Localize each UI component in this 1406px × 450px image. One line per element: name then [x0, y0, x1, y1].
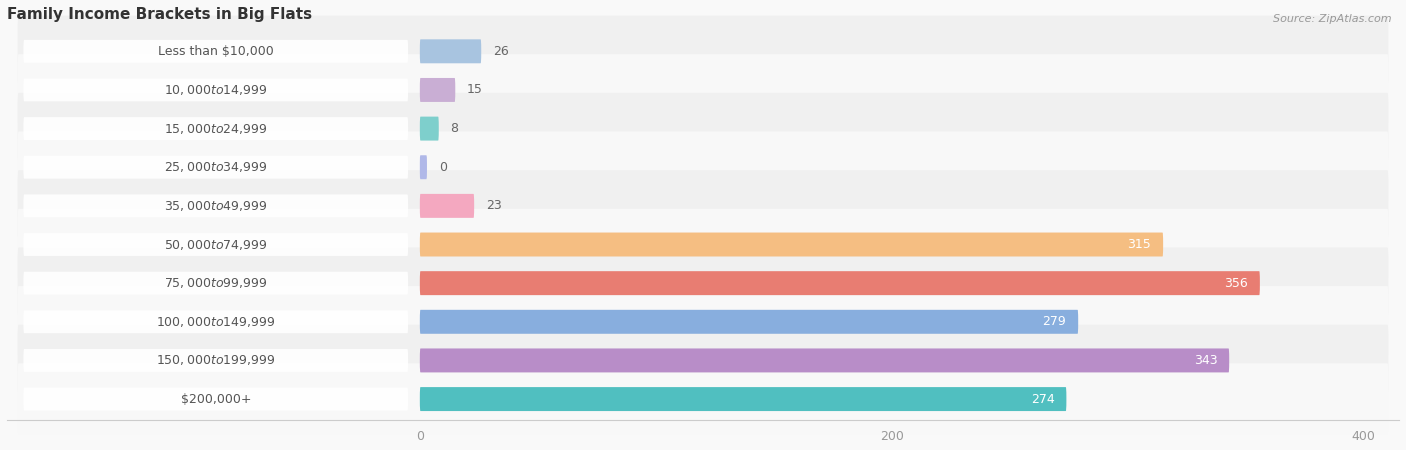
Text: 315: 315	[1128, 238, 1152, 251]
FancyBboxPatch shape	[420, 348, 1229, 373]
Text: $100,000 to $149,999: $100,000 to $149,999	[156, 315, 276, 329]
FancyBboxPatch shape	[24, 349, 408, 372]
Text: 0: 0	[439, 161, 447, 174]
FancyBboxPatch shape	[420, 310, 1078, 334]
Text: Source: ZipAtlas.com: Source: ZipAtlas.com	[1274, 14, 1392, 23]
FancyBboxPatch shape	[17, 93, 1389, 164]
Text: 343: 343	[1194, 354, 1218, 367]
Text: $15,000 to $24,999: $15,000 to $24,999	[165, 122, 267, 135]
FancyBboxPatch shape	[17, 54, 1389, 126]
FancyBboxPatch shape	[17, 286, 1389, 358]
Text: $200,000+: $200,000+	[180, 392, 252, 405]
FancyBboxPatch shape	[17, 209, 1389, 280]
FancyBboxPatch shape	[17, 131, 1389, 203]
FancyBboxPatch shape	[420, 39, 481, 63]
FancyBboxPatch shape	[17, 248, 1389, 319]
Text: $50,000 to $74,999: $50,000 to $74,999	[165, 238, 267, 252]
FancyBboxPatch shape	[24, 40, 408, 63]
FancyBboxPatch shape	[17, 16, 1389, 87]
Text: 356: 356	[1225, 277, 1249, 290]
FancyBboxPatch shape	[420, 117, 439, 140]
Text: 279: 279	[1043, 315, 1066, 328]
Text: 23: 23	[486, 199, 502, 212]
Text: $35,000 to $49,999: $35,000 to $49,999	[165, 199, 267, 213]
Text: 8: 8	[450, 122, 458, 135]
FancyBboxPatch shape	[24, 79, 408, 101]
FancyBboxPatch shape	[24, 233, 408, 256]
FancyBboxPatch shape	[24, 156, 408, 179]
Text: $25,000 to $34,999: $25,000 to $34,999	[165, 160, 267, 174]
FancyBboxPatch shape	[24, 310, 408, 333]
FancyBboxPatch shape	[24, 117, 408, 140]
FancyBboxPatch shape	[24, 194, 408, 217]
FancyBboxPatch shape	[24, 272, 408, 295]
Text: $10,000 to $14,999: $10,000 to $14,999	[165, 83, 267, 97]
FancyBboxPatch shape	[17, 363, 1389, 435]
Text: $75,000 to $99,999: $75,000 to $99,999	[165, 276, 267, 290]
FancyBboxPatch shape	[420, 387, 1066, 411]
FancyBboxPatch shape	[17, 170, 1389, 242]
Text: 15: 15	[467, 83, 482, 96]
FancyBboxPatch shape	[17, 325, 1389, 396]
FancyBboxPatch shape	[420, 271, 1260, 295]
FancyBboxPatch shape	[420, 194, 474, 218]
Text: Less than $10,000: Less than $10,000	[157, 45, 274, 58]
Text: $150,000 to $199,999: $150,000 to $199,999	[156, 353, 276, 368]
Text: 26: 26	[494, 45, 509, 58]
FancyBboxPatch shape	[24, 388, 408, 410]
FancyBboxPatch shape	[420, 233, 1163, 256]
Text: Family Income Brackets in Big Flats: Family Income Brackets in Big Flats	[7, 7, 312, 22]
FancyBboxPatch shape	[420, 78, 456, 102]
Text: 274: 274	[1031, 392, 1054, 405]
FancyBboxPatch shape	[420, 155, 427, 179]
